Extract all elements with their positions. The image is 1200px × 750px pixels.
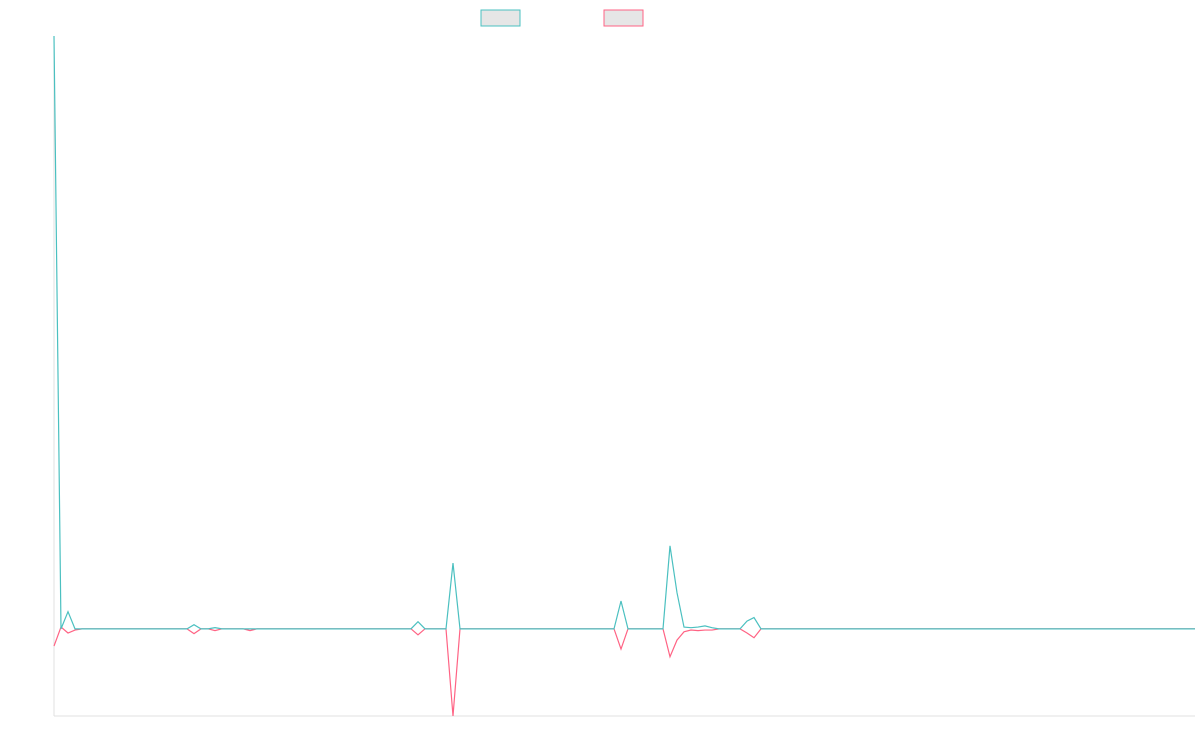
series-line: [53, 626, 1195, 717]
legend-swatch: [603, 9, 644, 27]
series-line: [53, 35, 1195, 630]
legend-swatch: [480, 9, 521, 27]
